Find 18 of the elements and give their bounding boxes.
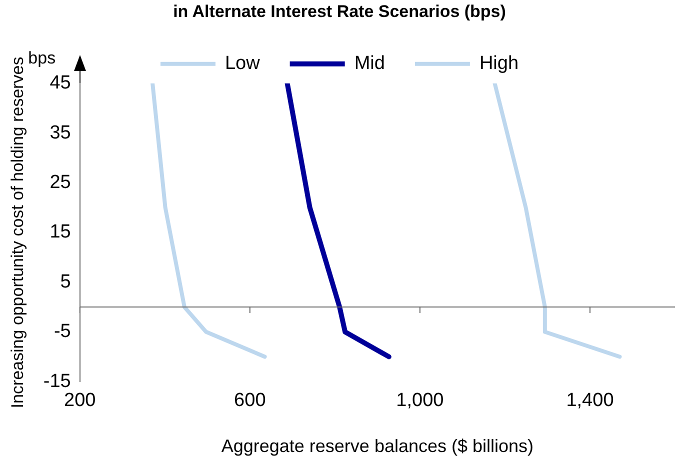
y-tick-label: -15 bbox=[43, 370, 71, 392]
legend-label: Low bbox=[224, 53, 260, 74]
chart-title: in Alternate Interest Rate Scenarios (bps) bbox=[173, 2, 506, 21]
y-tick-label: 5 bbox=[60, 271, 71, 292]
y-tick-label: 45 bbox=[50, 72, 71, 94]
x-tick-label: 1,000 bbox=[396, 390, 444, 412]
legend-label: Mid bbox=[354, 53, 385, 74]
text: bps bbox=[28, 48, 56, 68]
y-tick-label: -5 bbox=[54, 321, 71, 342]
legend-label: High bbox=[479, 53, 519, 74]
y-axis-title: Increasing opportunity cost of holding reserves bbox=[8, 56, 27, 408]
x-tick-label: 600 bbox=[234, 390, 266, 412]
y-tick-label: 35 bbox=[50, 122, 71, 144]
y-tick-label: 15 bbox=[50, 222, 71, 243]
x-tick-label: 200 bbox=[64, 390, 96, 412]
x-tick-label: 1,400 bbox=[566, 390, 614, 412]
y-tick-label: 25 bbox=[50, 172, 71, 194]
x-axis-title: Aggregate reserve balances ($ billions) bbox=[221, 436, 534, 456]
